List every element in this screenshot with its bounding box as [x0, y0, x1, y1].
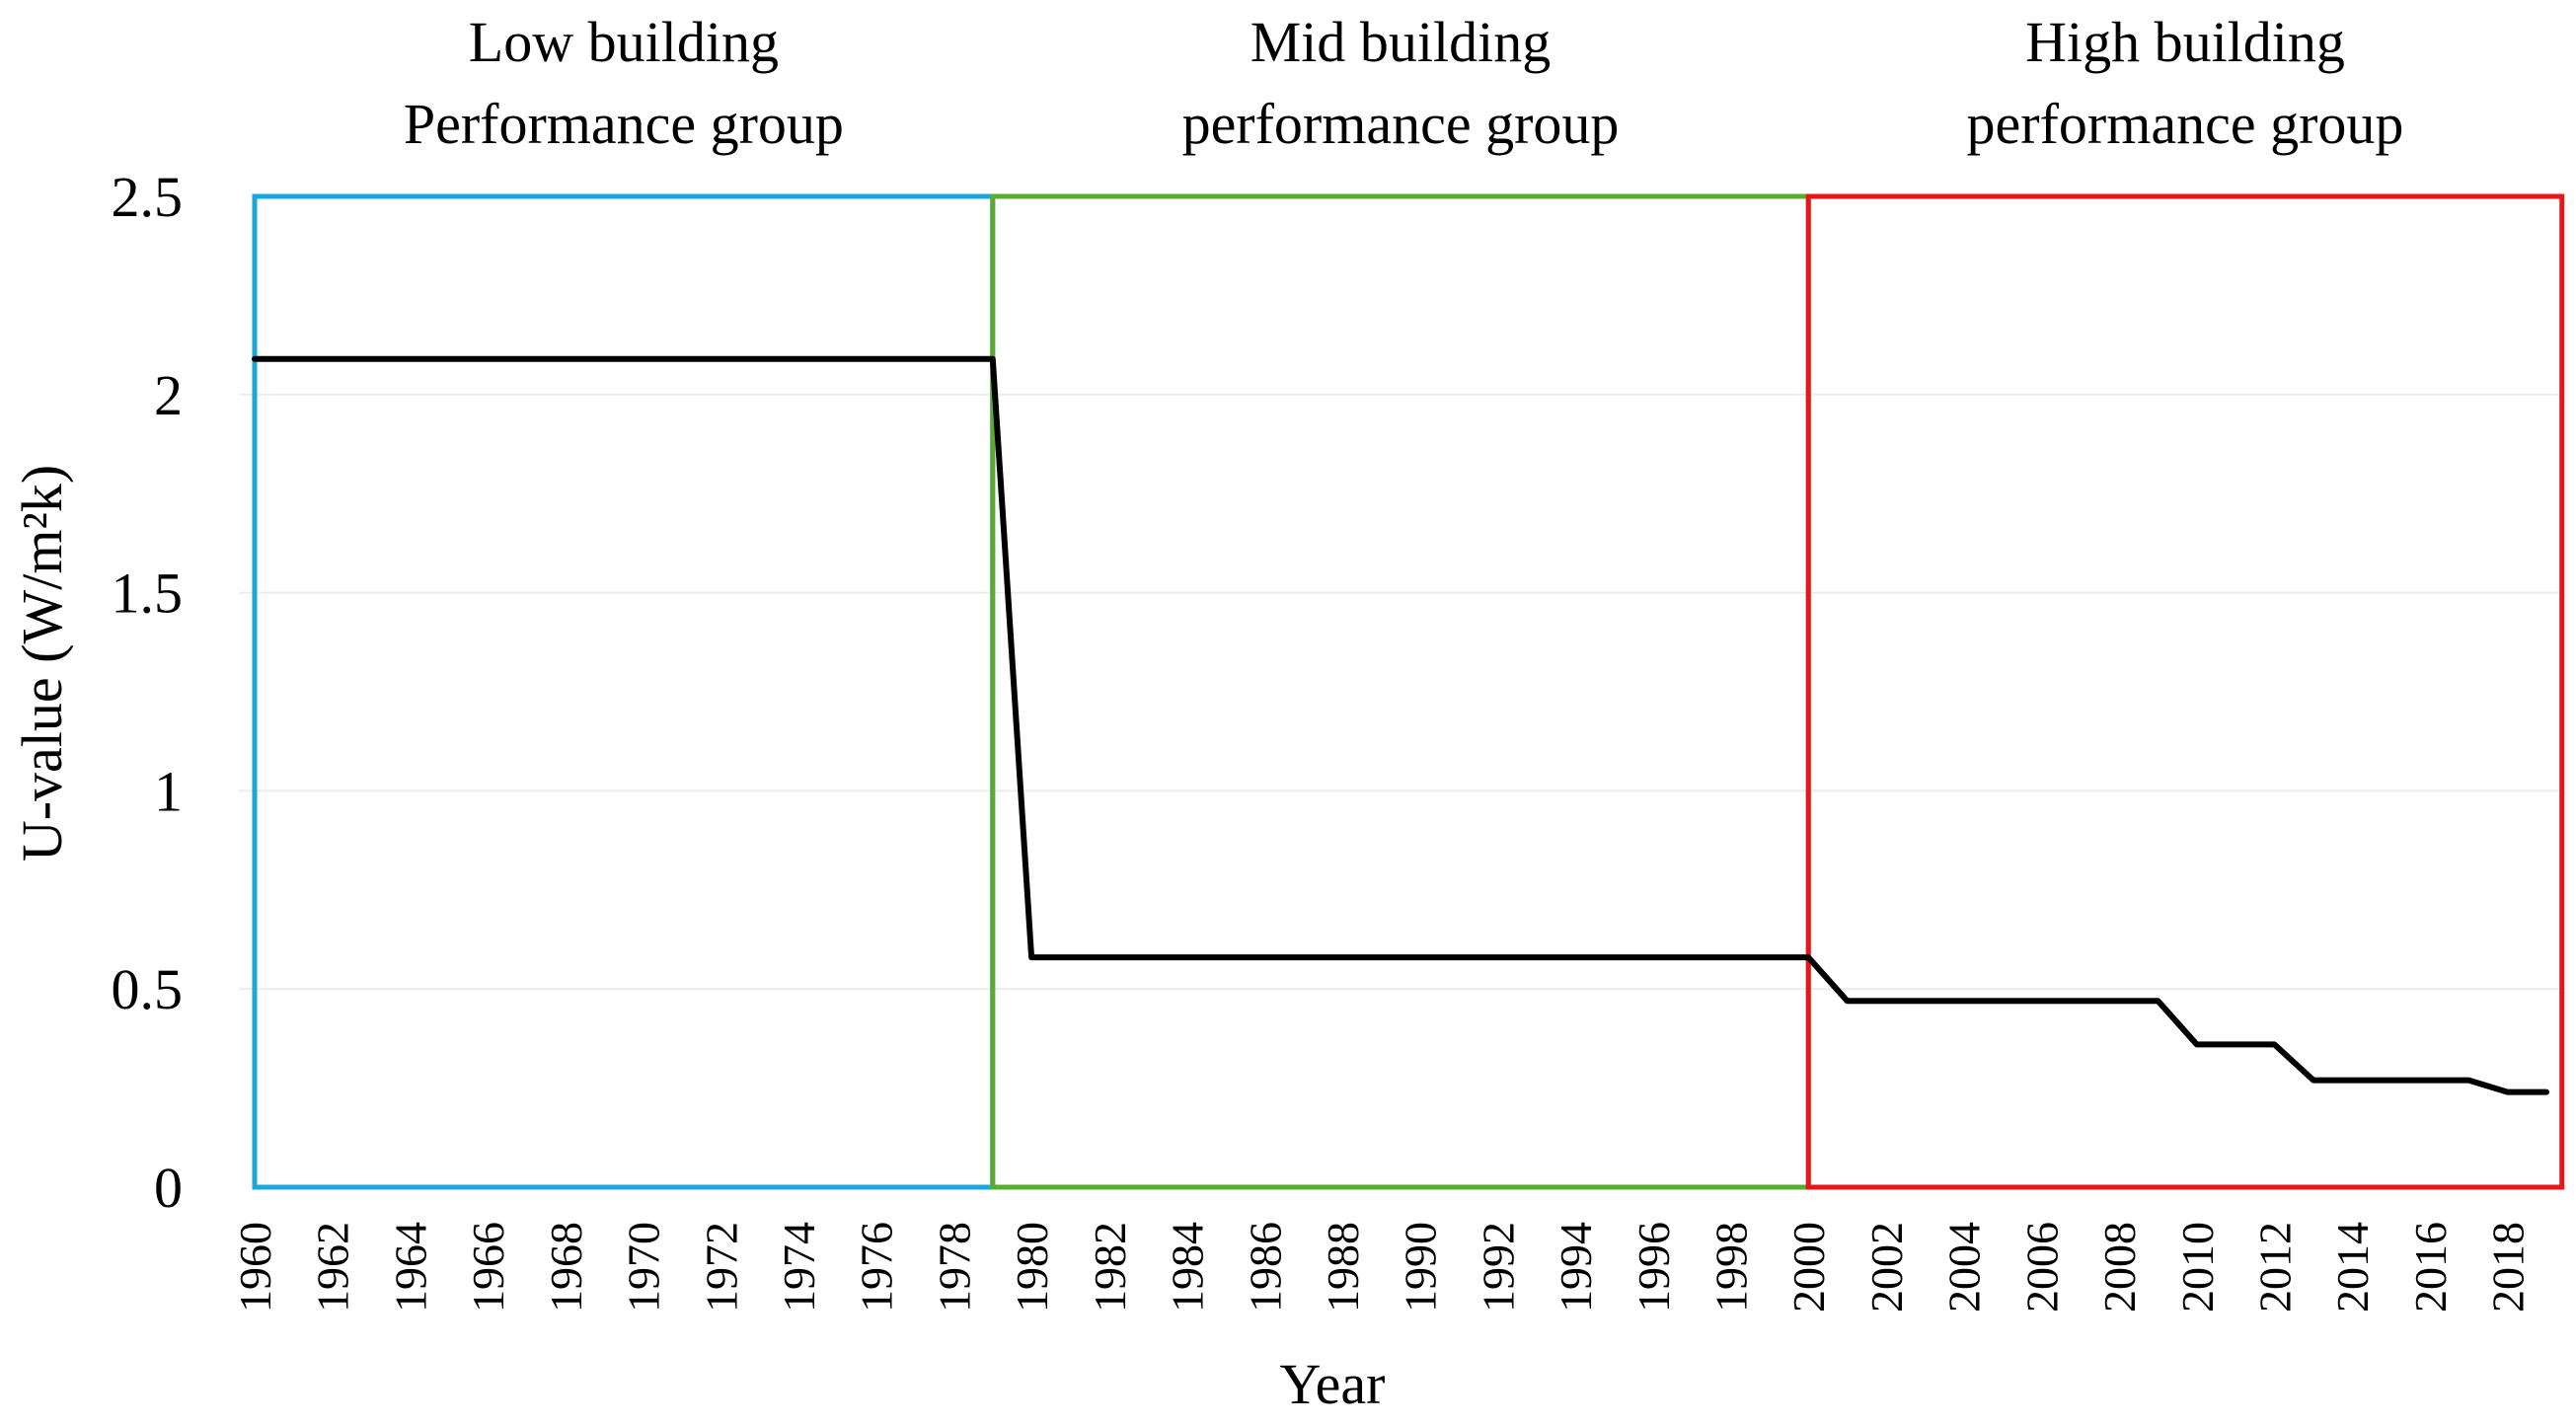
x-tick-label-1976: 1976 [852, 1222, 902, 1313]
x-tick-label-2018: 2018 [2483, 1222, 2534, 1313]
x-tick-label-1972: 1972 [696, 1222, 746, 1313]
x-tick-label-1994: 1994 [1551, 1222, 1601, 1313]
x-tick-label-1990: 1990 [1396, 1222, 1446, 1313]
y-axis-ticks: 0 0.5 1 1.5 2 2.5 [112, 165, 184, 1220]
y-tick-label-2: 1 [154, 759, 183, 823]
x-axis-title: Year [1280, 1352, 1386, 1416]
gridlines [239, 393, 2560, 991]
x-tick-label-1964: 1964 [385, 1222, 435, 1313]
group-title-line2-2: performance group [1182, 92, 1620, 156]
y-axis-title: U-value (W/m²k) [10, 465, 74, 862]
x-tick-label-2012: 2012 [2250, 1222, 2301, 1313]
y-tick-label-0: 0 [154, 1156, 183, 1220]
x-tick-label-1970: 1970 [619, 1222, 669, 1313]
x-tick-label-1996: 1996 [1629, 1222, 1679, 1313]
x-tick-label-1992: 1992 [1473, 1222, 1523, 1313]
x-tick-label-1978: 1978 [929, 1222, 979, 1313]
y-tick-label-5: 2.5 [112, 165, 184, 229]
group-box-1 [252, 193, 996, 1190]
x-tick-label-1974: 1974 [774, 1222, 824, 1313]
x-tick-label-2014: 2014 [2327, 1222, 2378, 1313]
x-axis-ticks: 1960 1962 1964 1966 1968 1970 1972 1974 1976 1978… [230, 1222, 2534, 1313]
x-tick-label-1982: 1982 [1085, 1222, 1135, 1313]
group-box-3 [1805, 193, 2565, 1190]
group-box-2 [990, 193, 1811, 1190]
group-title-line2-3: performance group [1967, 92, 2404, 156]
x-tick-label-1986: 1986 [1240, 1222, 1290, 1313]
x-tick-label-1960: 1960 [230, 1222, 280, 1313]
group-title-line1-1: Low building [469, 10, 779, 74]
x-tick-label-2004: 2004 [1939, 1222, 1990, 1313]
x-tick-label-2006: 2006 [2016, 1222, 2067, 1313]
y-tick-label-3: 1.5 [112, 562, 184, 626]
group-title-line1-3: High building [2025, 10, 2345, 74]
x-tick-label-2016: 2016 [2405, 1222, 2456, 1313]
x-tick-label-1966: 1966 [463, 1222, 513, 1313]
group-title-line1-2: Mid building [1250, 10, 1552, 74]
performance-groups: Low building Performance group Mid buildin… [252, 10, 2565, 1190]
series-line-1 [252, 355, 2549, 1095]
x-tick-label-1998: 1998 [1706, 1222, 1757, 1313]
group-title-line2-1: Performance group [404, 92, 844, 156]
x-tick-label-1984: 1984 [1163, 1222, 1213, 1313]
x-tick-label-2010: 2010 [2172, 1222, 2223, 1313]
x-tick-label-2008: 2008 [2094, 1222, 2145, 1313]
x-tick-label-1962: 1962 [308, 1222, 358, 1313]
x-tick-label-2000: 2000 [1783, 1222, 1834, 1313]
series [252, 355, 2549, 1095]
y-tick-label-1: 0.5 [112, 957, 184, 1021]
x-tick-label-1968: 1968 [541, 1222, 591, 1313]
x-tick-label-2002: 2002 [1861, 1222, 1912, 1313]
x-tick-label-1980: 1980 [1007, 1222, 1057, 1313]
x-tick-label-1988: 1988 [1318, 1222, 1368, 1313]
y-tick-label-4: 2 [154, 363, 183, 427]
